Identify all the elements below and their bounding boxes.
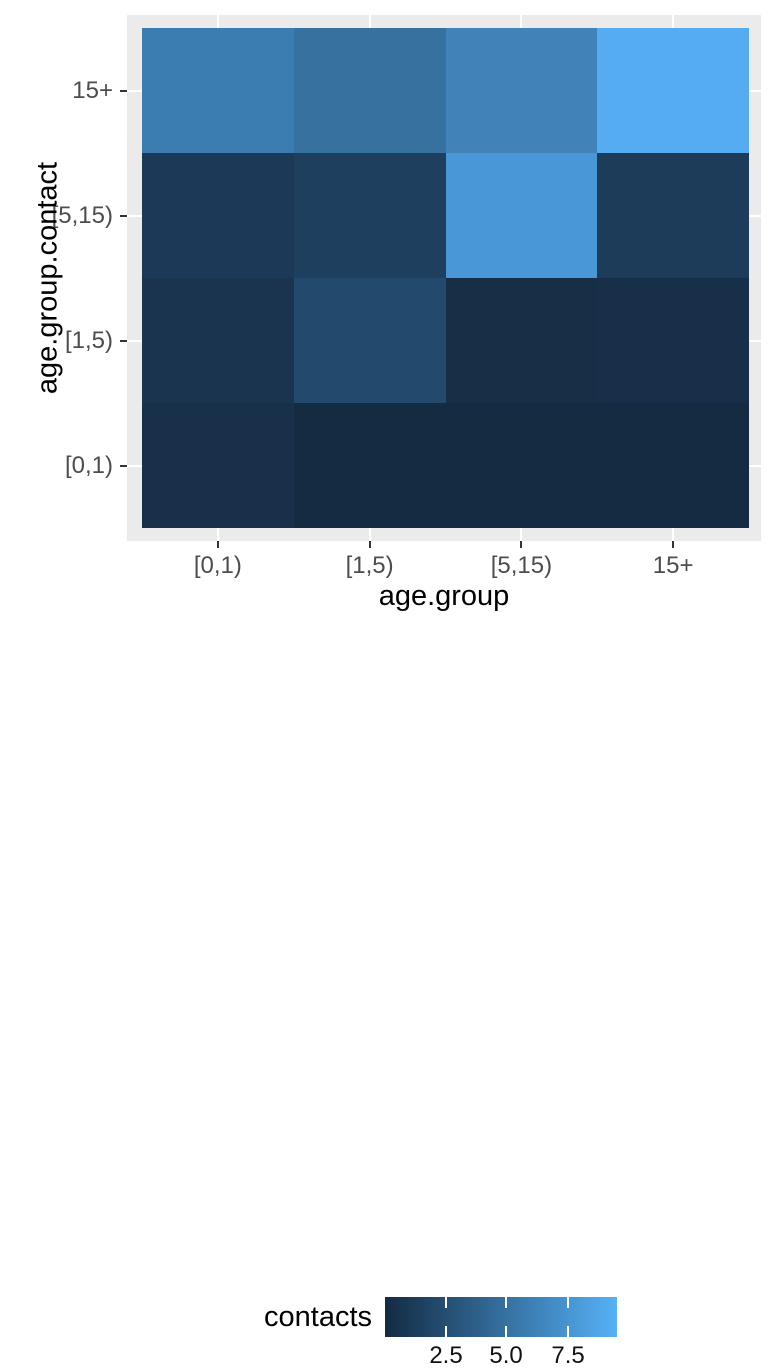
legend-tick-label: 7.5 — [551, 1342, 585, 1369]
y-tick-label: [5,15) — [51, 201, 113, 229]
x-tick-label: 15+ — [652, 552, 694, 579]
heatmap-cell — [293, 278, 446, 403]
plot-panel — [127, 15, 761, 541]
heatmap-cell — [445, 278, 598, 403]
x-axis-tick — [368, 541, 371, 548]
heatmap-cell — [142, 28, 294, 153]
legend-tick — [567, 1326, 570, 1337]
heatmap-cell — [597, 153, 749, 278]
x-axis-tick — [520, 541, 523, 548]
y-axis-tick — [120, 214, 127, 217]
x-axis-tick — [672, 541, 675, 548]
heatmap-tiles — [142, 28, 749, 528]
legend-tick — [505, 1326, 508, 1337]
x-tick-label: [0,1) — [193, 552, 242, 579]
heatmap-cell — [293, 153, 446, 278]
legend-tick — [567, 1297, 570, 1308]
legend-tick — [445, 1326, 448, 1337]
heatmap-cell — [445, 403, 598, 528]
x-tick-label: [5,15) — [490, 552, 553, 579]
legend: contacts 2.5 5.0 7.5 — [0, 640, 768, 1369]
legend-tick — [505, 1297, 508, 1308]
legend-tick-label: 5.0 — [489, 1342, 523, 1369]
heatmap-cell — [445, 153, 598, 278]
y-tick-label: [0,1) — [64, 451, 113, 479]
heatmap-cell — [142, 403, 294, 528]
legend-gradient-bar — [385, 1297, 617, 1337]
y-axis-tick — [120, 339, 127, 342]
heatmap-cell — [597, 28, 749, 153]
heatmap-cell — [142, 153, 294, 278]
heatmap-cell — [597, 403, 749, 528]
heatmap-figure: [0,1) [1,5) [5,15) 15+ 15+ [5,15) [1,5) [0,1) … — [0, 15, 768, 1369]
y-tick-label: 15+ — [72, 76, 113, 104]
y-tick-label: [1,5) — [64, 326, 113, 354]
x-axis-tick — [216, 541, 219, 548]
x-tick-label: [1,5) — [345, 552, 394, 579]
x-axis-title: age.group — [378, 580, 510, 612]
heatmap-cell — [293, 403, 446, 528]
legend-title: contacts — [264, 1301, 372, 1333]
legend-tick — [445, 1297, 448, 1308]
heatmap-cell — [142, 278, 294, 403]
heatmap-cell — [445, 28, 598, 153]
heatmap-cell — [293, 28, 446, 153]
y-axis-tick — [120, 464, 127, 467]
heatmap-cell — [597, 278, 749, 403]
y-axis-tick — [120, 89, 127, 92]
y-axis-title: age.group.contact — [31, 161, 64, 395]
